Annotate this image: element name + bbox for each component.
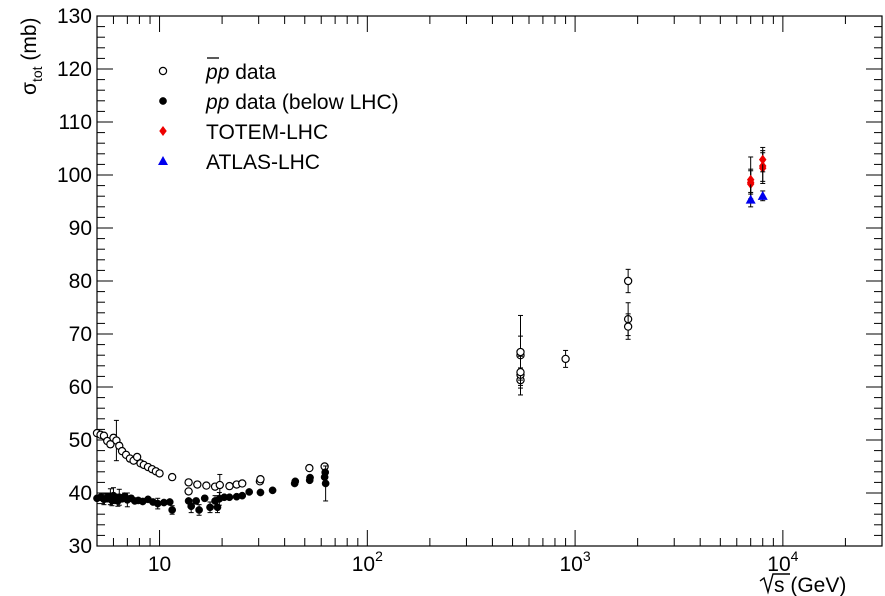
data-point (757, 190, 768, 200)
data-point (184, 478, 193, 487)
x-tick-label: 102 (352, 548, 383, 576)
y-tick-label: 90 (69, 217, 92, 240)
x-tick-label-base: 10 (560, 553, 583, 576)
data-point (155, 469, 164, 478)
data-point (132, 452, 142, 462)
x-tick-label-exponent: 3 (583, 548, 591, 564)
data-point (225, 481, 234, 491)
legend-item-2: TOTEM-LHC (159, 121, 328, 144)
legend-label-italic: p (217, 61, 230, 84)
legend-label-main: ATLAS-LHC (206, 151, 320, 174)
x-axis-title: s (GeV) (759, 573, 846, 596)
y-axis-title-subscript: tot (29, 66, 45, 82)
legend-marker (159, 126, 167, 136)
legend-label-rest: data (229, 61, 276, 84)
data-point (758, 154, 767, 165)
legend-item-1: pp data (below LHC) (159, 91, 399, 114)
data-point (623, 276, 633, 286)
data-point (746, 174, 755, 185)
legend-item-3: ATLAS-LHC (158, 151, 320, 174)
data-point (202, 481, 211, 490)
y-tick-label: 30 (69, 535, 92, 558)
y-tick-label: 40 (69, 482, 92, 505)
series-3 (745, 190, 768, 208)
x-tick-label-exponent: 4 (791, 548, 799, 564)
data-point (516, 347, 525, 357)
data-point (206, 503, 214, 512)
data-point (245, 488, 254, 496)
data-point (187, 502, 196, 511)
data-point (256, 475, 265, 484)
data-point (167, 472, 177, 482)
data-point (193, 480, 202, 489)
data-point (321, 479, 330, 488)
legend-marker (159, 97, 167, 105)
y-tick-label: 130 (57, 5, 92, 28)
y-axis-title-unit: (mb) (18, 17, 41, 66)
legend-label: pp data (205, 61, 276, 84)
data-points (92, 146, 768, 516)
sqrt-sign (759, 573, 790, 595)
data-point (516, 367, 525, 377)
y-tick-label: 100 (57, 164, 92, 187)
data-point (225, 493, 234, 502)
x-tick-label-base: 10 (767, 553, 790, 576)
legend-marker (158, 156, 168, 165)
data-point (192, 497, 200, 505)
data-point (305, 463, 314, 473)
data-point (238, 479, 247, 488)
legend-label-main: pp (205, 91, 229, 114)
axis-ticks (96, 15, 883, 547)
data-point (200, 494, 209, 503)
data-point (168, 506, 177, 514)
data-point (291, 477, 300, 486)
legend-label: ATLAS-LHC (206, 151, 320, 174)
legend-label-rest: data (below LHC) (229, 91, 398, 114)
data-point (306, 473, 314, 482)
svg-text:s (GeV): s (GeV) (774, 574, 846, 596)
data-point (238, 491, 247, 500)
data-point (268, 486, 277, 495)
data-point (165, 498, 174, 506)
data-point (623, 322, 633, 331)
series-1 (93, 465, 330, 516)
y-tick-label: 50 (69, 429, 92, 452)
legend-label: TOTEM-LHC (206, 121, 328, 144)
legend-label: pp data (below LHC) (205, 91, 399, 114)
legend-label-main: TOTEM-LHC (206, 121, 328, 144)
y-tick-label: 70 (69, 323, 92, 346)
y-tick-label: 120 (57, 58, 92, 81)
x-tick-label-base: 10 (352, 553, 375, 576)
series-2 (746, 146, 767, 204)
data-point (215, 480, 225, 490)
x-axis-title-radicand: s (774, 574, 785, 596)
y-tick-label: 110 (59, 111, 92, 134)
x-tick-label-base: 10 (148, 553, 171, 576)
y-axis-title: σtot (mb) (18, 17, 45, 95)
legend-label-main: p (205, 61, 218, 84)
data-point (153, 499, 162, 508)
x-tick-label: 10 (148, 553, 171, 576)
series-0 (92, 268, 633, 497)
x-tick-label-exponent: 2 (375, 548, 383, 564)
data-point (195, 506, 203, 514)
data-point (745, 194, 756, 204)
data-point (561, 354, 570, 364)
data-point (184, 487, 193, 496)
x-tick-label: 103 (560, 548, 591, 576)
x-axis-title-unit: (GeV) (785, 574, 847, 596)
legend-marker (158, 66, 168, 76)
data-point (256, 488, 265, 497)
y-tick-label: 80 (69, 270, 92, 293)
y-tick-label: 60 (69, 376, 92, 399)
legend-item-0: pp data (158, 57, 276, 84)
y-axis-title-symbol: σ (18, 82, 41, 95)
x-tick-label: 104 (767, 548, 798, 576)
